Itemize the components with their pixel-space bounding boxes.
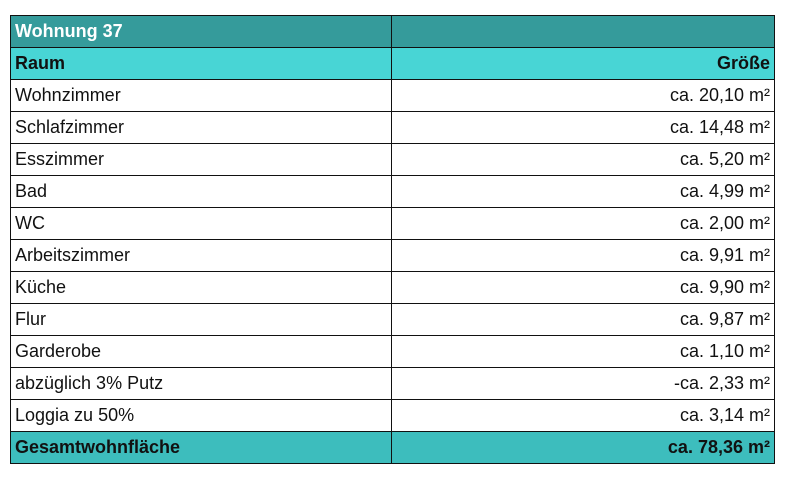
- table-row: WC ca. 2,00 m²: [10, 207, 775, 240]
- room-size: ca. 4,99 m²: [391, 175, 775, 208]
- table-row: Flur ca. 9,87 m²: [10, 303, 775, 336]
- apartment-area-table: Wohnung 37 Raum Größe Wohnzimmer ca. 20,1…: [10, 15, 775, 464]
- room-size: ca. 2,00 m²: [391, 207, 775, 240]
- room-name: Schlafzimmer: [10, 111, 392, 144]
- table-row: Bad ca. 4,99 m²: [10, 175, 775, 208]
- table-row: Esszimmer ca. 5,20 m²: [10, 143, 775, 176]
- room-name: abzüglich 3% Putz: [10, 367, 392, 400]
- table-row: Schlafzimmer ca. 14,48 m²: [10, 111, 775, 144]
- table-row: Küche ca. 9,90 m²: [10, 271, 775, 304]
- total-size: ca. 78,36 m²: [391, 431, 775, 464]
- room-name: Bad: [10, 175, 392, 208]
- table-row: Wohnzimmer ca. 20,10 m²: [10, 79, 775, 112]
- room-name: Loggia zu 50%: [10, 399, 392, 432]
- room-size: ca. 9,90 m²: [391, 271, 775, 304]
- table-row: Arbeitszimmer ca. 9,91 m²: [10, 239, 775, 272]
- room-name: Arbeitszimmer: [10, 239, 392, 272]
- room-size: ca. 1,10 m²: [391, 335, 775, 368]
- column-header-room: Raum: [10, 47, 392, 80]
- column-header-size: Größe: [391, 47, 775, 80]
- room-name: Wohnzimmer: [10, 79, 392, 112]
- room-name: Garderobe: [10, 335, 392, 368]
- room-size: ca. 20,10 m²: [391, 79, 775, 112]
- room-size: ca. 5,20 m²: [391, 143, 775, 176]
- room-size: ca. 9,87 m²: [391, 303, 775, 336]
- room-name: Küche: [10, 271, 392, 304]
- table-row: Garderobe ca. 1,10 m²: [10, 335, 775, 368]
- table-title: Wohnung 37: [10, 15, 392, 48]
- total-label: Gesamtwohnfläche: [10, 431, 392, 464]
- room-size: -ca. 2,33 m²: [391, 367, 775, 400]
- table-title-empty-cell: [391, 15, 775, 48]
- table-title-row: Wohnung 37: [10, 15, 775, 48]
- table-row: Loggia zu 50% ca. 3,14 m²: [10, 399, 775, 432]
- total-row: Gesamtwohnfläche ca. 78,36 m²: [10, 431, 775, 464]
- room-size: ca. 3,14 m²: [391, 399, 775, 432]
- room-name: WC: [10, 207, 392, 240]
- room-name: Esszimmer: [10, 143, 392, 176]
- table-header-row: Raum Größe: [10, 47, 775, 80]
- room-size: ca. 9,91 m²: [391, 239, 775, 272]
- room-size: ca. 14,48 m²: [391, 111, 775, 144]
- room-name: Flur: [10, 303, 392, 336]
- table-row: abzüglich 3% Putz -ca. 2,33 m²: [10, 367, 775, 400]
